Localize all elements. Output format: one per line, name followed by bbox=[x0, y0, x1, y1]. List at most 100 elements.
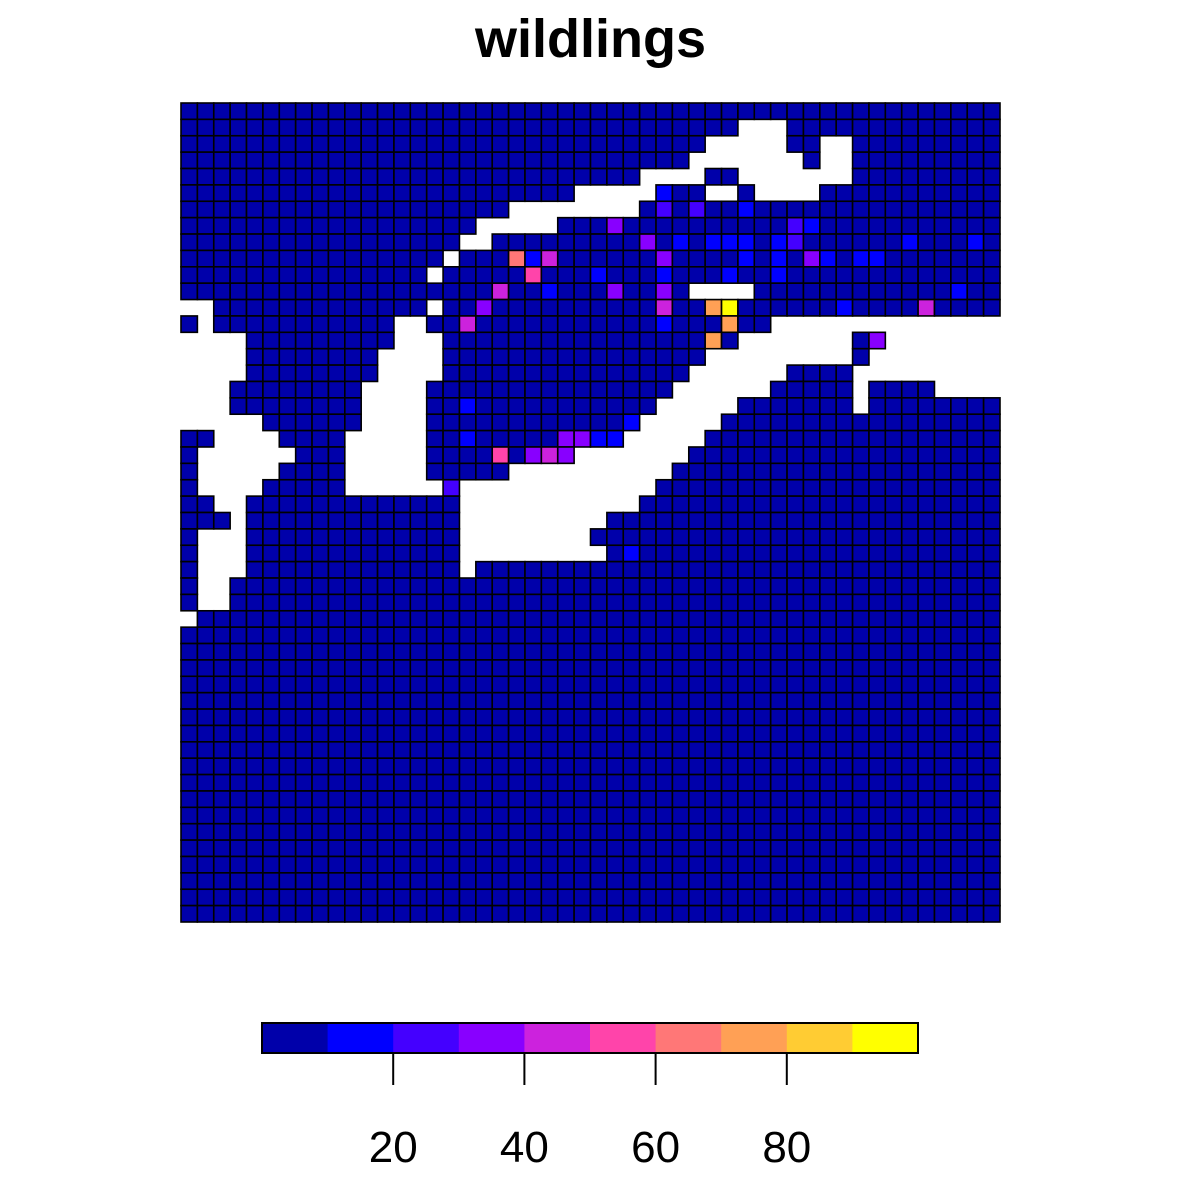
heatmap-cell bbox=[671, 675, 690, 694]
heatmap-cell bbox=[769, 790, 788, 809]
heatmap-cell bbox=[606, 839, 625, 858]
heatmap-cell bbox=[950, 397, 969, 416]
heatmap-cell bbox=[950, 233, 969, 252]
heatmap-cell bbox=[262, 347, 281, 366]
heatmap-cell bbox=[458, 741, 477, 760]
heatmap-cell bbox=[982, 790, 1001, 809]
heatmap-cell bbox=[262, 544, 281, 563]
legend-tick-label: 80 bbox=[762, 1123, 811, 1172]
heatmap-cell bbox=[851, 413, 870, 432]
heatmap-cell bbox=[393, 675, 412, 694]
heatmap-cell bbox=[540, 822, 559, 841]
heatmap-cell bbox=[638, 298, 657, 317]
heatmap-cell bbox=[638, 757, 657, 776]
heatmap-cell bbox=[819, 265, 838, 284]
heatmap-cell bbox=[966, 413, 985, 432]
heatmap-cell bbox=[540, 429, 559, 448]
heatmap-cell bbox=[278, 167, 297, 186]
heatmap-cell bbox=[376, 249, 395, 268]
heatmap-cell bbox=[884, 724, 903, 743]
heatmap-cell bbox=[819, 822, 838, 841]
heatmap-cell bbox=[819, 511, 838, 530]
heatmap-cell bbox=[835, 265, 854, 284]
heatmap-cell bbox=[622, 560, 641, 579]
heatmap-cell bbox=[589, 134, 608, 153]
heatmap-cell bbox=[343, 249, 362, 268]
heatmap-cell bbox=[868, 593, 887, 612]
heatmap-cell bbox=[360, 724, 379, 743]
heatmap-cell bbox=[409, 675, 428, 694]
heatmap-cell bbox=[786, 626, 805, 645]
heatmap-cell bbox=[753, 773, 772, 792]
heatmap-cell bbox=[655, 888, 674, 907]
heatmap-cell bbox=[311, 757, 330, 776]
heatmap-cell bbox=[180, 724, 199, 743]
heatmap-cell bbox=[884, 511, 903, 530]
heatmap-cell bbox=[868, 724, 887, 743]
heatmap-cell bbox=[294, 855, 313, 874]
heatmap-cell bbox=[278, 298, 297, 317]
heatmap-cell bbox=[442, 462, 461, 481]
heatmap-cell bbox=[245, 691, 264, 710]
heatmap-cell bbox=[556, 397, 575, 416]
heatmap-cell bbox=[704, 626, 723, 645]
heatmap-cell bbox=[737, 544, 756, 563]
heatmap-cell bbox=[573, 790, 592, 809]
heatmap-cell bbox=[327, 331, 346, 350]
heatmap-cell bbox=[245, 659, 264, 678]
heatmap-cell bbox=[589, 609, 608, 628]
heatmap-cell bbox=[311, 855, 330, 874]
heatmap-cell bbox=[769, 675, 788, 694]
heatmap-cell bbox=[311, 216, 330, 235]
heatmap-cell bbox=[442, 675, 461, 694]
heatmap-cell bbox=[212, 233, 231, 252]
heatmap-cell bbox=[966, 872, 985, 891]
heatmap-cell bbox=[245, 495, 264, 514]
heatmap-cell bbox=[966, 216, 985, 235]
heatmap-cell bbox=[294, 839, 313, 858]
heatmap-cell bbox=[540, 773, 559, 792]
heatmap-cell bbox=[753, 855, 772, 874]
heatmap-cell bbox=[655, 282, 674, 301]
heatmap-cell bbox=[524, 904, 543, 923]
heatmap-cell bbox=[180, 249, 199, 268]
heatmap-cell bbox=[294, 429, 313, 448]
heatmap-cell bbox=[655, 315, 674, 334]
heatmap-cell bbox=[425, 233, 444, 252]
heatmap-cell bbox=[442, 560, 461, 579]
heatmap-cell bbox=[769, 839, 788, 858]
heatmap-cell bbox=[753, 560, 772, 579]
heatmap-cell bbox=[704, 544, 723, 563]
heatmap-cell bbox=[229, 675, 248, 694]
heatmap-cell bbox=[868, 167, 887, 186]
heatmap-cell bbox=[573, 724, 592, 743]
heatmap-cell bbox=[917, 773, 936, 792]
heatmap-cell bbox=[786, 757, 805, 776]
heatmap-cell bbox=[442, 397, 461, 416]
heatmap-cell bbox=[278, 184, 297, 203]
heatmap-cell bbox=[704, 609, 723, 628]
heatmap-cell bbox=[245, 167, 264, 186]
heatmap-cell bbox=[180, 167, 199, 186]
heatmap-cell bbox=[786, 249, 805, 268]
heatmap-cell bbox=[556, 593, 575, 612]
heatmap-cell bbox=[835, 528, 854, 547]
heatmap-cell bbox=[737, 577, 756, 596]
heatmap-cell bbox=[393, 216, 412, 235]
heatmap-cell bbox=[687, 790, 706, 809]
heatmap-cell bbox=[180, 134, 199, 153]
heatmap-cell bbox=[671, 577, 690, 596]
heatmap-cell bbox=[409, 216, 428, 235]
heatmap-cell bbox=[589, 741, 608, 760]
heatmap-cell bbox=[262, 495, 281, 514]
heatmap-cell bbox=[393, 167, 412, 186]
heatmap-cell bbox=[442, 167, 461, 186]
heatmap-cell bbox=[343, 397, 362, 416]
heatmap-cell bbox=[393, 282, 412, 301]
heatmap-cell bbox=[900, 773, 919, 792]
heatmap-cell bbox=[704, 429, 723, 448]
heatmap-cell bbox=[311, 462, 330, 481]
heatmap-cell bbox=[294, 151, 313, 170]
heatmap-cell bbox=[376, 773, 395, 792]
heatmap-cell bbox=[442, 446, 461, 465]
